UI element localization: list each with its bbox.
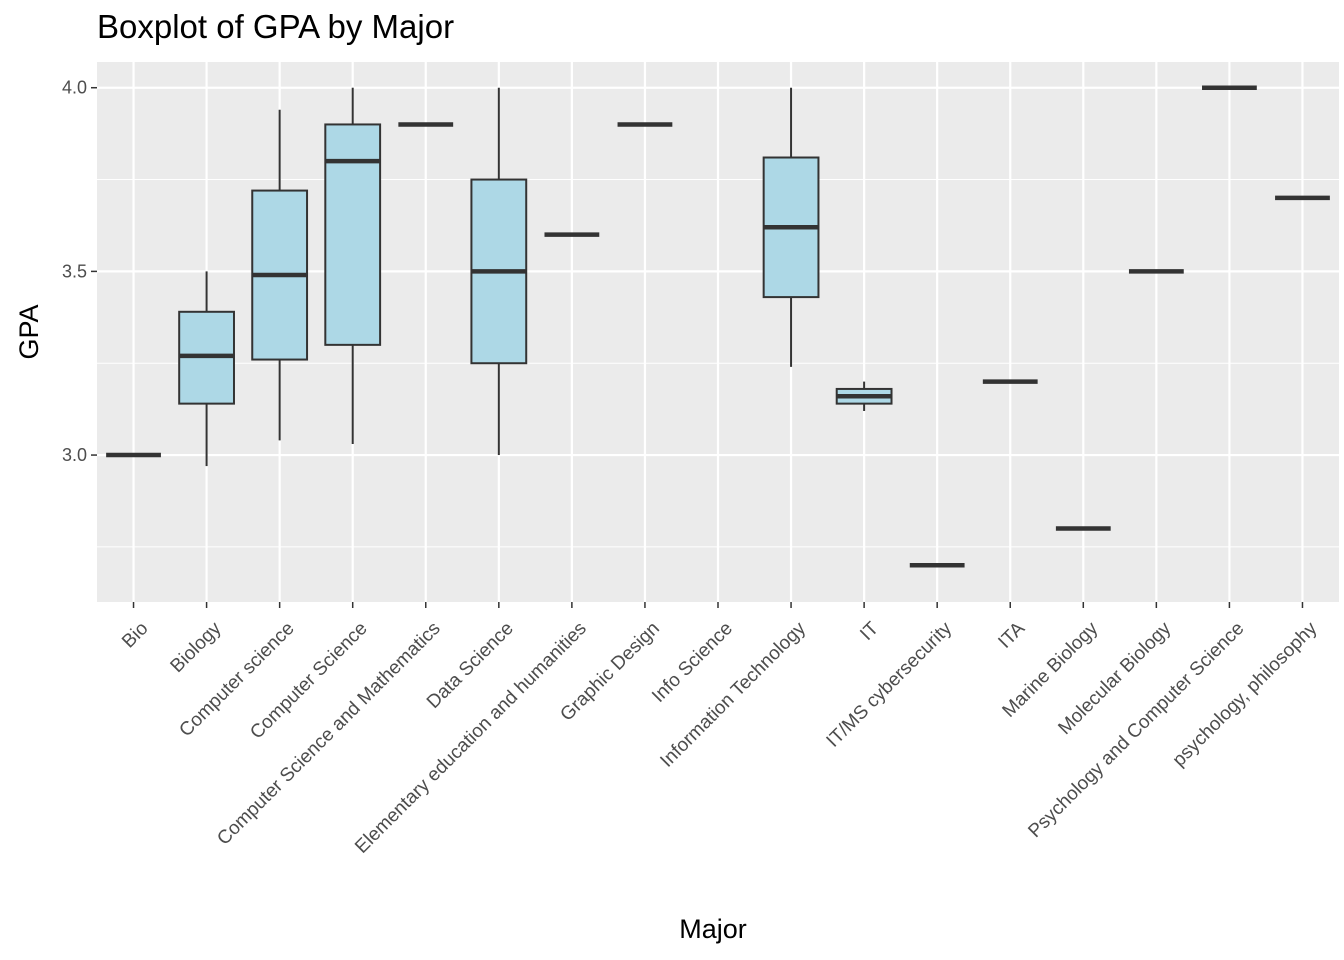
- chart-title: Boxplot of GPA by Major: [97, 8, 455, 45]
- x-tick-label: IT: [856, 618, 883, 645]
- x-tick-label: IT/MS cybersecurity: [823, 618, 957, 752]
- y-tick-label: 3.0: [62, 445, 87, 465]
- box-3: [324, 87, 382, 445]
- box-5: [470, 87, 528, 456]
- x-tick-label: ITA: [994, 618, 1029, 653]
- x-tick-label: Bio: [118, 618, 152, 652]
- box-body: [324, 123, 382, 346]
- x-tick-label: Biology: [167, 618, 226, 677]
- box-10: [835, 381, 893, 411]
- y-tick-label: 3.5: [62, 261, 87, 281]
- x-axis-title: Major: [679, 914, 747, 944]
- y-axis-ticks: 3.0 3.5 4.0: [62, 78, 97, 465]
- box-1: [178, 271, 235, 467]
- y-tick-label: 4.0: [62, 78, 87, 98]
- box-9: [762, 87, 820, 367]
- y-axis-title: GPA: [14, 304, 44, 359]
- x-tick-label: Information Technology: [656, 618, 810, 772]
- x-tick-label: psychology, philosophy: [1169, 618, 1322, 771]
- box-2: [251, 109, 309, 441]
- boxes: [106, 85, 1330, 568]
